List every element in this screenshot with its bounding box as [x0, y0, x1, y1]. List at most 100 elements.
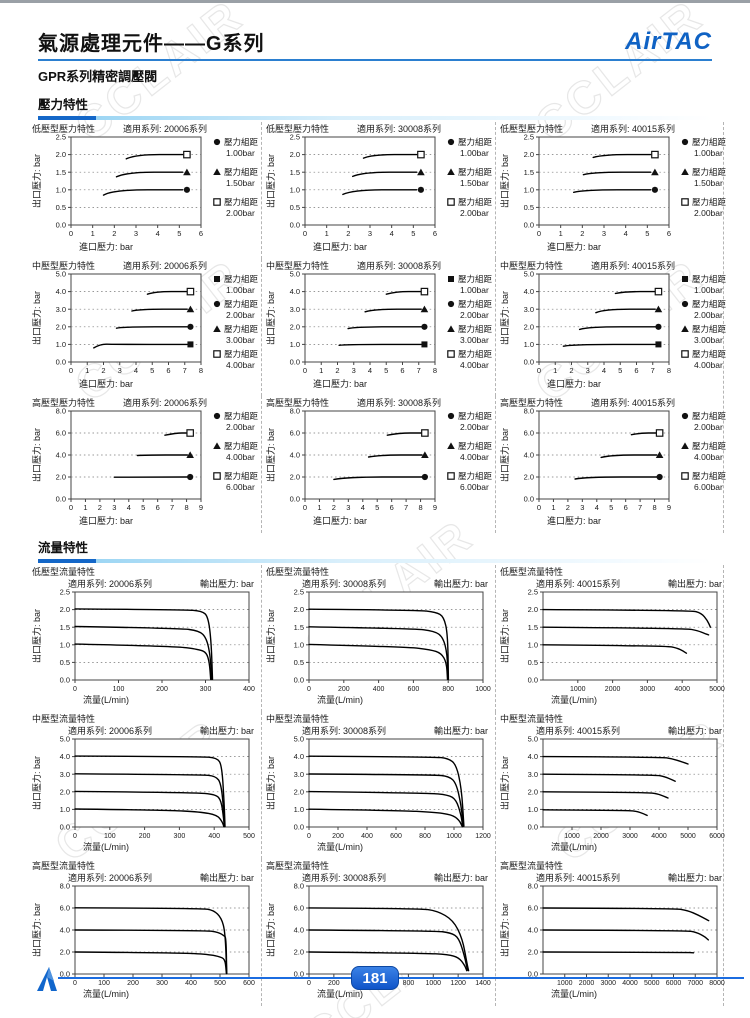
svg-text:6: 6 [156, 503, 160, 512]
svg-text:適用系列: 30008系列: 適用系列: 30008系列 [302, 725, 386, 736]
svg-text:1.0: 1.0 [528, 805, 538, 814]
svg-text:5: 5 [375, 503, 379, 512]
svg-text:高壓型流量特性: 高壓型流量特性 [500, 860, 563, 871]
svg-text:1.00bar: 1.00bar [694, 148, 723, 158]
svg-text:1.5: 1.5 [524, 168, 534, 177]
svg-text:壓力組距: 壓力組距 [692, 137, 727, 147]
svg-text:400: 400 [243, 686, 255, 693]
section-title-pressure: 壓力特性 [38, 98, 89, 112]
svg-text:適用系列: 40015系列: 適用系列: 40015系列 [536, 725, 620, 736]
svg-text:3.0: 3.0 [290, 305, 300, 314]
svg-text:2.0: 2.0 [60, 787, 70, 796]
chart-cell-pressure-7: 高壓型壓力特性 適用系列: 20006系列 0.0 2.0 4.0 6.0 8.0 0 1 2 3 4… [28, 396, 261, 533]
svg-text:7: 7 [638, 503, 642, 512]
svg-text:3.0: 3.0 [56, 305, 66, 314]
svg-text:高壓型壓力特性: 高壓型壓力特性 [32, 397, 95, 408]
svg-text:300: 300 [174, 833, 186, 840]
svg-text:6: 6 [667, 229, 671, 238]
svg-text:壓力組距: 壓力組距 [458, 324, 493, 334]
svg-text:300: 300 [156, 980, 168, 987]
svg-text:1000: 1000 [425, 980, 441, 987]
svg-text:適用系列: 20006系列: 適用系列: 20006系列 [123, 260, 207, 271]
svg-text:6.00bar: 6.00bar [460, 482, 489, 492]
svg-text:7000: 7000 [687, 980, 703, 987]
svg-text:6: 6 [634, 366, 638, 375]
chart-cell-pressure-9: 高壓型壓力特性 適用系列: 40015系列 0.0 2.0 4.0 6.0 8.0 0 1 2 3 4… [495, 396, 729, 533]
svg-text:2.0: 2.0 [524, 322, 534, 331]
svg-text:低壓型壓力特性: 低壓型壓力特性 [266, 123, 329, 134]
svg-text:6: 6 [400, 366, 404, 375]
svg-text:0.0: 0.0 [56, 495, 66, 504]
svg-text:出口壓力: bar: 出口壓力: bar [499, 291, 510, 345]
svg-text:適用系列: 30008系列: 適用系列: 30008系列 [357, 397, 441, 408]
svg-text:200: 200 [156, 686, 168, 693]
svg-text:5: 5 [177, 229, 181, 238]
svg-text:流量(L/min): 流量(L/min) [551, 988, 597, 999]
svg-text:進口壓力: bar: 進口壓力: bar [547, 378, 601, 389]
svg-text:壓力組距: 壓力組距 [692, 197, 727, 207]
svg-text:適用系列: 20006系列: 適用系列: 20006系列 [123, 123, 207, 134]
svg-text:壓力組距: 壓力組距 [224, 324, 259, 334]
svg-text:4000: 4000 [651, 833, 667, 840]
svg-text:4.0: 4.0 [528, 752, 538, 761]
svg-text:壓力組距: 壓力組距 [692, 167, 727, 177]
chart-pressure-6: 中壓型壓力特性 適用系列: 40015系列 0.0 1.0 2.0 3.0 4.0 5.0 0 1… [499, 260, 727, 389]
svg-text:7: 7 [417, 366, 421, 375]
svg-text:適用系列: 30008系列: 適用系列: 30008系列 [357, 260, 441, 271]
svg-text:低壓型流量特性: 低壓型流量特性 [266, 566, 329, 577]
svg-text:輸出壓力: bar: 輸出壓力: bar [200, 578, 254, 589]
svg-text:1000: 1000 [557, 980, 573, 987]
svg-text:0: 0 [307, 980, 311, 987]
svg-text:1.00bar: 1.00bar [226, 148, 255, 158]
svg-text:壓力組距: 壓力組距 [692, 299, 727, 309]
chart-pressure-7: 高壓型壓力特性 適用系列: 20006系列 0.0 2.0 4.0 6.0 8.0 0 1 2 3 4… [31, 397, 259, 526]
svg-text:0.0: 0.0 [528, 676, 538, 685]
svg-text:7: 7 [170, 503, 174, 512]
svg-text:4.0: 4.0 [56, 287, 66, 296]
svg-text:5.0: 5.0 [60, 735, 70, 744]
svg-text:0.0: 0.0 [524, 358, 534, 367]
svg-text:0.0: 0.0 [56, 221, 66, 230]
svg-text:輸出壓力: bar: 輸出壓力: bar [668, 872, 722, 883]
svg-text:壓力組距: 壓力組距 [458, 299, 493, 309]
svg-text:中壓型壓力特性: 中壓型壓力特性 [500, 260, 563, 271]
svg-text:2.00bar: 2.00bar [694, 208, 723, 218]
svg-text:4.00bar: 4.00bar [226, 452, 255, 462]
svg-text:0: 0 [303, 366, 307, 375]
svg-text:1.00bar: 1.00bar [226, 285, 255, 295]
svg-text:6: 6 [199, 229, 203, 238]
svg-text:0.0: 0.0 [60, 676, 70, 685]
svg-text:低壓型壓力特性: 低壓型壓力特性 [32, 123, 95, 134]
svg-text:壓力組距: 壓力組距 [224, 411, 259, 421]
svg-text:1000: 1000 [570, 686, 586, 693]
svg-text:0.0: 0.0 [60, 823, 70, 832]
svg-text:1: 1 [83, 503, 87, 512]
svg-text:出口壓力: bar: 出口壓力: bar [499, 756, 510, 810]
svg-text:5: 5 [645, 229, 649, 238]
svg-text:6.0: 6.0 [60, 904, 70, 913]
svg-text:0: 0 [73, 980, 77, 987]
svg-text:輸出壓力: bar: 輸出壓力: bar [668, 578, 722, 589]
svg-text:2.0: 2.0 [60, 948, 70, 957]
svg-text:0.5: 0.5 [290, 203, 300, 212]
svg-text:0: 0 [307, 686, 311, 693]
svg-text:適用系列: 20006系列: 適用系列: 20006系列 [123, 397, 207, 408]
svg-text:8.0: 8.0 [524, 407, 534, 416]
chart-cell-flow-1: 低壓型流量特性 適用系列: 20006系列 輸出壓力: bar 0.0 0.5 1.0 1.… [28, 565, 261, 712]
svg-text:1400: 1400 [475, 980, 491, 987]
svg-text:進口壓力: bar: 進口壓力: bar [313, 378, 367, 389]
svg-text:5: 5 [411, 229, 415, 238]
svg-text:出口壓力: bar: 出口壓力: bar [31, 154, 42, 208]
svg-text:出口壓力: bar: 出口壓力: bar [499, 903, 510, 957]
svg-text:高壓型壓力特性: 高壓型壓力特性 [500, 397, 563, 408]
page-header: 氣源處理元件——G系列 AirTAC GPR系列精密調壓閥 [0, 3, 750, 85]
svg-text:800: 800 [419, 833, 431, 840]
svg-text:1.0: 1.0 [60, 640, 70, 649]
svg-text:5000: 5000 [644, 980, 660, 987]
svg-text:0.0: 0.0 [56, 358, 66, 367]
svg-text:2.0: 2.0 [290, 150, 300, 159]
svg-text:1000: 1000 [475, 686, 491, 693]
